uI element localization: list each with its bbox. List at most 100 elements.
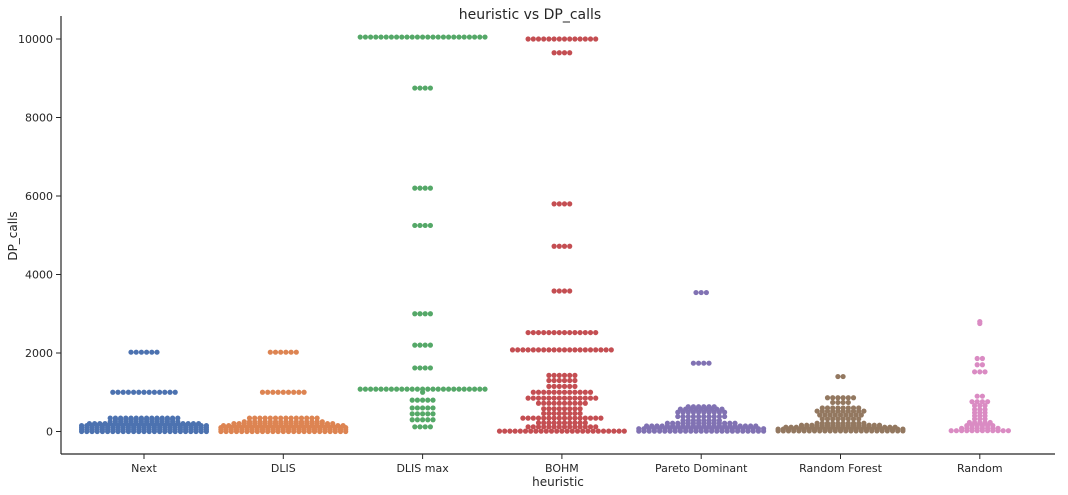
data-point	[804, 422, 810, 428]
data-point	[362, 386, 368, 392]
data-point	[748, 423, 754, 429]
data-point	[830, 395, 836, 401]
data-point	[422, 222, 428, 229]
data-point	[567, 406, 573, 412]
data-point	[420, 386, 426, 392]
data-point	[979, 362, 986, 368]
data-point	[293, 415, 299, 421]
data-point	[856, 416, 862, 422]
data-point	[969, 399, 975, 405]
data-point	[835, 420, 841, 426]
data-point	[409, 386, 415, 392]
data-point	[414, 397, 420, 403]
data-point	[675, 413, 681, 420]
data-point	[296, 389, 302, 395]
data-point	[582, 415, 588, 421]
data-point	[701, 413, 707, 420]
data-point	[887, 424, 893, 430]
data-point	[982, 406, 988, 413]
data-point	[368, 34, 374, 40]
data-point	[451, 386, 457, 392]
data-point	[548, 428, 555, 434]
data-point	[530, 415, 536, 421]
data-point	[577, 406, 583, 412]
data-point	[817, 412, 823, 418]
data-point	[512, 428, 518, 434]
data-point	[430, 386, 436, 392]
y-axis-ticks: 0 2000 4000 6000 8000 10000	[18, 33, 61, 439]
data-point	[830, 405, 836, 411]
x-tick-label: DLIS	[271, 462, 296, 475]
data-point	[824, 395, 831, 401]
data-point	[561, 201, 568, 207]
data-point	[185, 421, 191, 427]
data-point	[430, 411, 436, 417]
data-point	[567, 410, 573, 417]
y-tick-label: 8000	[25, 112, 53, 125]
data-point	[567, 36, 573, 42]
data-point	[716, 413, 723, 420]
data-point	[420, 34, 426, 40]
data-point	[525, 36, 531, 42]
data-point	[236, 421, 242, 427]
data-point	[525, 347, 531, 353]
data-point	[541, 36, 547, 42]
data-point	[541, 415, 547, 421]
data-point	[900, 426, 906, 432]
data-point	[446, 34, 452, 40]
x-tick-label: Random	[957, 462, 1003, 475]
data-point	[979, 393, 986, 399]
data-point	[456, 386, 462, 392]
data-point	[412, 365, 418, 371]
data-point	[551, 329, 557, 336]
data-point	[107, 415, 113, 421]
data-point	[265, 389, 271, 395]
data-point	[412, 424, 418, 430]
y-tick-label: 4000	[25, 269, 53, 282]
data-point	[845, 399, 851, 406]
data-point	[324, 421, 331, 427]
data-point	[593, 36, 599, 42]
data-point	[304, 415, 310, 421]
data-point	[845, 395, 851, 401]
data-point	[404, 34, 410, 40]
data-point	[577, 415, 583, 421]
data-point	[546, 329, 552, 336]
data-point	[561, 400, 568, 406]
data-point	[412, 311, 418, 317]
data-point	[567, 377, 573, 384]
data-point	[477, 386, 483, 392]
x-tick-label: Next	[131, 462, 157, 475]
data-point	[414, 34, 420, 40]
data-point	[835, 399, 841, 406]
data-point	[456, 34, 462, 40]
data-point	[146, 389, 152, 395]
data-point	[283, 415, 289, 421]
data-point	[582, 400, 588, 406]
data-point	[824, 420, 831, 426]
data-point	[541, 400, 547, 406]
data-point	[561, 420, 568, 426]
data-point	[587, 36, 594, 42]
data-point	[706, 404, 712, 410]
data-point	[546, 347, 552, 353]
data-point	[112, 415, 118, 421]
data-point	[551, 420, 557, 426]
data-point	[275, 389, 281, 395]
data-point	[417, 424, 423, 430]
data-point	[466, 386, 472, 392]
data-point	[149, 349, 155, 355]
data-point	[125, 389, 131, 395]
data-point	[556, 377, 562, 384]
data-point	[535, 36, 542, 42]
data-point	[509, 347, 516, 353]
data-point	[417, 85, 423, 91]
data-point	[226, 423, 232, 429]
data-point	[982, 403, 988, 409]
data-point	[420, 411, 426, 417]
data-point	[420, 397, 426, 403]
data-point	[761, 426, 767, 432]
data-point	[538, 428, 544, 434]
data-point	[546, 400, 552, 406]
data-point	[675, 420, 681, 426]
